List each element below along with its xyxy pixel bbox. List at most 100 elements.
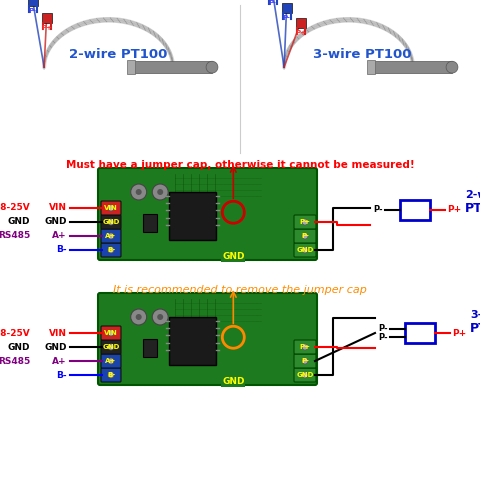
- FancyBboxPatch shape: [98, 293, 317, 385]
- Bar: [143, 214, 157, 232]
- FancyBboxPatch shape: [101, 354, 121, 368]
- FancyBboxPatch shape: [101, 229, 121, 243]
- Circle shape: [446, 61, 458, 73]
- Text: P+: P+: [300, 344, 311, 350]
- FancyBboxPatch shape: [294, 215, 316, 229]
- Circle shape: [302, 219, 308, 225]
- Text: PT100: PT100: [465, 203, 480, 216]
- Circle shape: [136, 314, 142, 320]
- Text: P+: P+: [447, 205, 462, 215]
- Text: GND: GND: [102, 344, 120, 350]
- Bar: [42, 13, 51, 24]
- Bar: [5, 5, 235, 153]
- Circle shape: [108, 372, 114, 378]
- Text: P+: P+: [295, 30, 306, 36]
- Text: P-: P-: [378, 324, 388, 333]
- Text: A+: A+: [106, 233, 117, 239]
- Circle shape: [108, 233, 114, 239]
- Text: GND: GND: [8, 343, 30, 351]
- Bar: [282, 3, 292, 13]
- Circle shape: [302, 247, 308, 253]
- Bar: [143, 339, 157, 357]
- Text: VIN: VIN: [49, 328, 67, 337]
- Circle shape: [302, 233, 308, 239]
- Text: GND: GND: [102, 219, 120, 225]
- Circle shape: [206, 61, 218, 73]
- Circle shape: [108, 247, 114, 253]
- Text: A+: A+: [52, 357, 67, 365]
- FancyBboxPatch shape: [101, 243, 121, 257]
- FancyBboxPatch shape: [294, 354, 316, 368]
- Circle shape: [302, 358, 308, 364]
- Text: B-: B-: [107, 247, 115, 253]
- Bar: [245, 5, 475, 153]
- Text: A+: A+: [52, 231, 67, 240]
- Bar: [405, 323, 435, 343]
- Circle shape: [157, 189, 163, 195]
- Text: VIN: VIN: [104, 330, 118, 336]
- Text: GND: GND: [296, 247, 314, 253]
- Bar: [132, 61, 212, 73]
- Text: PT100: PT100: [470, 323, 480, 336]
- Text: GND: GND: [45, 217, 67, 227]
- Text: P-: P-: [29, 8, 36, 14]
- Text: P-: P-: [269, 0, 276, 6]
- Text: RS485: RS485: [0, 231, 30, 240]
- FancyBboxPatch shape: [101, 201, 121, 215]
- Circle shape: [131, 309, 147, 325]
- Bar: [169, 192, 216, 240]
- Bar: [296, 18, 306, 28]
- Text: GND: GND: [222, 377, 244, 386]
- Text: P+: P+: [41, 25, 52, 31]
- Text: P-: P-: [378, 333, 388, 342]
- Text: VIN: VIN: [104, 205, 118, 211]
- Text: DC 8-25V: DC 8-25V: [0, 328, 30, 337]
- Bar: [169, 317, 216, 365]
- Circle shape: [152, 309, 168, 325]
- Bar: [127, 60, 134, 74]
- Circle shape: [302, 344, 308, 350]
- Circle shape: [108, 344, 114, 350]
- Text: 3-wire: 3-wire: [470, 310, 480, 320]
- FancyBboxPatch shape: [294, 340, 316, 354]
- Text: B-: B-: [56, 371, 67, 380]
- Text: GND: GND: [296, 372, 314, 378]
- Bar: [399, 200, 431, 220]
- FancyBboxPatch shape: [294, 229, 316, 243]
- Circle shape: [131, 184, 147, 200]
- Text: 2-wire PT100: 2-wire PT100: [69, 48, 167, 61]
- Text: VIN: VIN: [49, 204, 67, 213]
- Text: A+: A+: [106, 358, 117, 364]
- Circle shape: [157, 314, 163, 320]
- Text: 3-wire PT100: 3-wire PT100: [313, 48, 411, 61]
- FancyBboxPatch shape: [101, 326, 121, 340]
- Text: B-: B-: [56, 245, 67, 254]
- Text: P-: P-: [283, 15, 290, 22]
- FancyBboxPatch shape: [101, 340, 121, 354]
- Text: Must have a jumper cap, otherwise it cannot be measured!: Must have a jumper cap, otherwise it can…: [66, 160, 414, 170]
- Text: P-: P-: [373, 205, 383, 215]
- Text: B-: B-: [107, 372, 115, 378]
- Bar: [27, 0, 37, 6]
- Text: P+: P+: [300, 219, 311, 225]
- Text: GND: GND: [45, 343, 67, 351]
- Bar: [372, 61, 452, 73]
- Circle shape: [302, 372, 308, 378]
- Circle shape: [108, 219, 114, 225]
- Text: RS485: RS485: [0, 357, 30, 365]
- Circle shape: [136, 189, 142, 195]
- FancyBboxPatch shape: [294, 368, 316, 382]
- Text: It is recommended to remove the jumper cap: It is recommended to remove the jumper c…: [113, 285, 367, 295]
- Circle shape: [108, 358, 114, 364]
- Text: 2-wire: 2-wire: [465, 190, 480, 200]
- Text: P-: P-: [301, 358, 309, 364]
- FancyBboxPatch shape: [294, 243, 316, 257]
- Text: DC 8-25V: DC 8-25V: [0, 204, 30, 213]
- Circle shape: [152, 184, 168, 200]
- Text: GND: GND: [8, 217, 30, 227]
- Text: GND: GND: [222, 252, 244, 261]
- Text: P+: P+: [452, 328, 467, 337]
- Circle shape: [108, 330, 114, 336]
- FancyBboxPatch shape: [101, 215, 121, 229]
- Circle shape: [108, 205, 114, 211]
